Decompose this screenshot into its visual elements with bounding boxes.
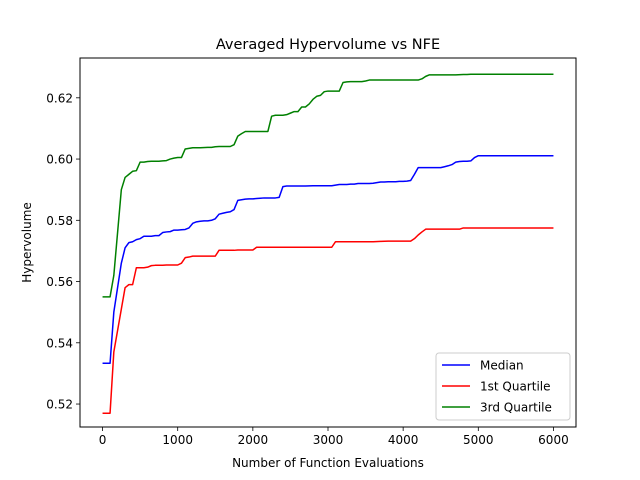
- x-tick-label: 6000: [538, 433, 569, 447]
- x-tick-label: 1000: [162, 433, 193, 447]
- series-line-0: [102, 154, 554, 365]
- y-axis: 0.52 0.54 0.56 0.58 0.60 0.62: [46, 91, 80, 412]
- legend: Median 1st Quartile 3rd Quartile: [435, 352, 571, 421]
- plot-lines: [102, 73, 554, 414]
- legend-label: 3rd Quartile: [480, 401, 552, 415]
- x-tick-label: 0: [99, 433, 107, 447]
- y-tick-label: 0.60: [46, 153, 73, 167]
- y-tick-label: 0.62: [46, 91, 73, 105]
- legend-box: [435, 352, 571, 421]
- x-tick-label: 4000: [388, 433, 419, 447]
- x-tick-label: 3000: [313, 433, 344, 447]
- legend-label: 1st Quartile: [480, 380, 551, 394]
- series-line-1: [102, 227, 554, 414]
- y-tick-label: 0.56: [46, 275, 73, 289]
- y-axis-title: Hypervolume: [20, 202, 34, 283]
- x-axis-title: Number of Function Evaluations: [232, 456, 424, 470]
- x-axis: 0 1000 2000 3000 4000 5000 6000: [99, 427, 569, 447]
- legend-label: Median: [480, 359, 524, 373]
- y-tick-label: 0.58: [46, 214, 73, 228]
- series-line-2: [102, 73, 554, 298]
- chart-title: Averaged Hypervolume vs NFE: [216, 37, 440, 53]
- y-tick-label: 0.52: [46, 398, 73, 412]
- x-tick-label: 2000: [238, 433, 269, 447]
- y-tick-label: 0.54: [46, 336, 73, 350]
- x-tick-label: 5000: [463, 433, 494, 447]
